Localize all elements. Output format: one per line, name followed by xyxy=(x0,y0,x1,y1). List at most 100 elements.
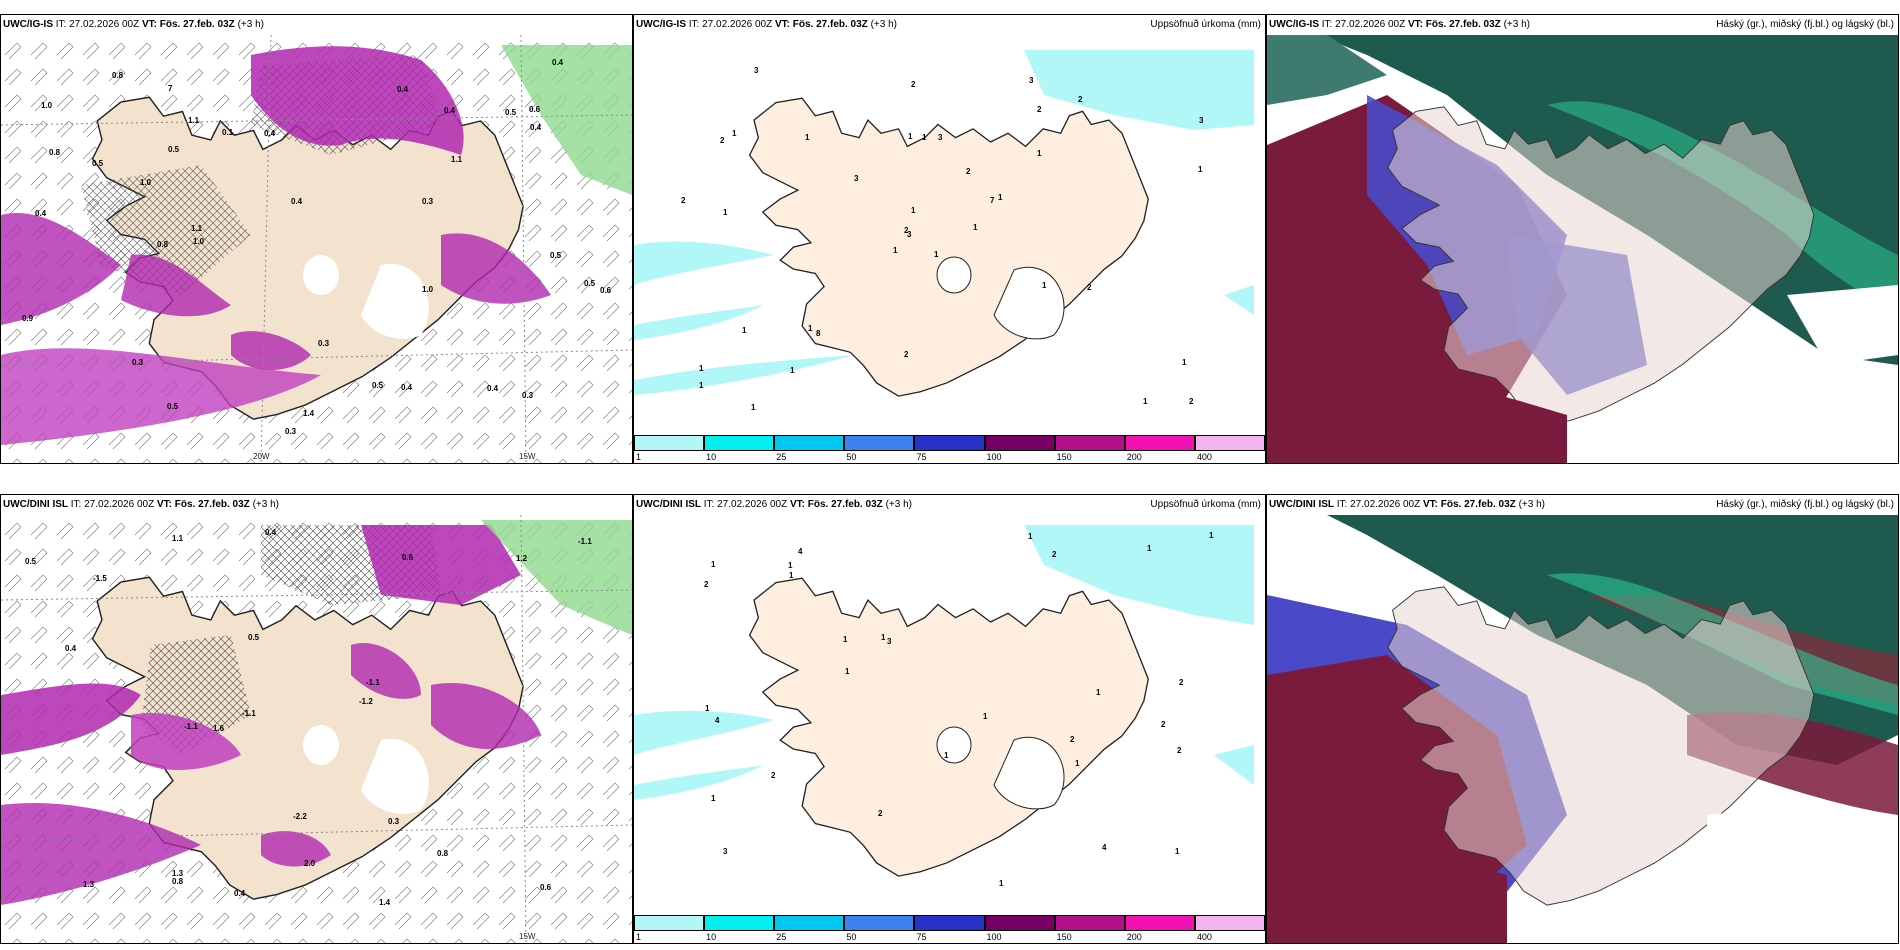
legend-label: 75 xyxy=(916,932,927,942)
panel-field-title: Háský (gr.), miðský (fj.bl.) og lágský (… xyxy=(1716,19,1894,30)
value-label: 1.4 xyxy=(379,898,391,907)
value-label: 7 xyxy=(990,196,995,205)
value-label: 0.4 xyxy=(487,384,499,393)
value-label: 1 xyxy=(983,712,988,721)
value-label: 0.5 xyxy=(584,279,596,288)
value-label: 1 xyxy=(732,129,737,138)
value-label: 0.4 xyxy=(35,209,47,218)
panel-clouds-igis: UWC/IG-IS IT: 27.02.2026 00Z VT: Fös. 27… xyxy=(1266,14,1899,464)
value-label: 0.6 xyxy=(402,553,414,562)
value-label: 2 xyxy=(1037,105,1042,114)
value-label: 7 xyxy=(168,84,173,93)
value-label: 0.4 xyxy=(265,528,277,537)
value-label: 1 xyxy=(1147,544,1152,553)
value-label: 1 xyxy=(1209,531,1214,540)
value-label: 0.6 xyxy=(529,105,541,114)
value-label: 0.4 xyxy=(264,129,276,138)
value-label: 2 xyxy=(681,196,686,205)
value-label: 0.5 xyxy=(248,633,260,642)
value-label: 1.2 xyxy=(516,554,528,563)
value-label: 3 xyxy=(907,230,912,239)
value-label: -1.1 xyxy=(242,709,256,718)
value-label: 0.5 xyxy=(92,159,104,168)
panel-precip-igis: UWC/IG-IS IT: 27.02.2026 00Z VT: Fös. 27… xyxy=(633,14,1266,464)
legend-label: 200 xyxy=(1126,452,1142,462)
value-label: -1.1 xyxy=(184,722,198,731)
lon-label-15w: 15W xyxy=(519,452,536,461)
value-label: 2 xyxy=(878,809,883,818)
value-label: 1 xyxy=(1028,532,1033,541)
legend-label: 200 xyxy=(1126,932,1142,942)
panel-title: UWC/DINI ISL IT: 27.02.2026 00Z VT: Fös.… xyxy=(1269,499,1545,510)
legend-label: 100 xyxy=(986,932,1002,942)
value-label: 0.3 xyxy=(422,197,434,206)
value-label: 1 xyxy=(973,223,978,232)
panel-field-title: Uppsöfnuð úrkoma (mm) xyxy=(1150,19,1261,30)
snow-map[interactable]: 15W 0.41.41.30.81.1-1.5-1.10.60.40.51.22… xyxy=(1,515,632,943)
value-label: 1 xyxy=(1042,281,1047,290)
value-label: 1 xyxy=(742,326,747,335)
value-label: 0.4 xyxy=(552,58,564,67)
value-label: 0.4 xyxy=(401,383,413,392)
legend-label: 100 xyxy=(986,452,1002,462)
value-label: 1 xyxy=(699,364,704,373)
value-label: 3 xyxy=(723,847,728,856)
value-label: 2 xyxy=(1052,550,1057,559)
value-label: 1 xyxy=(705,704,710,713)
legend-swatch xyxy=(1194,435,1265,451)
value-label: 1 xyxy=(881,633,886,642)
value-label: 1 xyxy=(1075,759,1080,768)
value-label: 0.3 xyxy=(285,427,297,436)
value-label: 1 xyxy=(998,193,1003,202)
legend-swatch xyxy=(634,435,705,451)
value-label: 2 xyxy=(1078,95,1083,104)
value-label: 1.0 xyxy=(140,178,152,187)
value-label: 1 xyxy=(843,635,848,644)
value-label: 2 xyxy=(1087,283,1092,292)
legend-label: 1 xyxy=(636,452,642,462)
cloud-map[interactable] xyxy=(1267,515,1898,943)
legend-swatch xyxy=(704,435,775,451)
value-label: 1 xyxy=(934,250,939,259)
value-label: 0.6 xyxy=(540,883,552,892)
legend-label: 25 xyxy=(776,932,787,942)
value-label: 3 xyxy=(1029,76,1034,85)
snow-map[interactable]: 20W 15W 0.8 0.50.31.40.50.31.01.00.60.60.… xyxy=(1,35,632,463)
value-label: 2 xyxy=(1189,397,1194,406)
legend-label: 150 xyxy=(1056,452,1072,462)
value-label: 2 xyxy=(771,771,776,780)
value-label: 3 xyxy=(754,66,759,75)
snow-value-labels: 0.8 0.5 0.3 1.4 0.5 0.3 1.0 1.0 0.6 0.6 0.5 1.1 1.1 0… xyxy=(22,58,612,436)
legend-swatch xyxy=(1054,915,1125,931)
legend-swatch xyxy=(984,915,1055,931)
legend-label: 50 xyxy=(846,932,857,942)
legend-label: 75 xyxy=(916,452,927,462)
value-label: 0.8 xyxy=(112,71,124,80)
value-label: 0.4 xyxy=(65,644,77,653)
value-label: 1 xyxy=(908,132,913,141)
value-label: 0.4 xyxy=(397,85,409,94)
value-label: 3 xyxy=(938,133,943,142)
panel-title: UWC/DINI ISL IT: 27.02.2026 00Z VT: Fös.… xyxy=(3,499,279,510)
legend-label: 10 xyxy=(706,452,717,462)
legend-swatch xyxy=(1194,915,1265,931)
value-label: 1 xyxy=(711,560,716,569)
value-label: 0.8 xyxy=(172,877,184,886)
panel-field-title: Uppsöfnuð úrkoma (mm) xyxy=(1150,499,1261,510)
value-label: 0.5 xyxy=(168,145,180,154)
value-label: 0.6 xyxy=(600,286,612,295)
value-label: 2 xyxy=(904,226,909,235)
value-label: 1.1 xyxy=(191,224,203,233)
panel-title: UWC/IG-IS IT: 27.02.2026 00Z VT: Fös. 27… xyxy=(636,19,897,30)
value-label: 1.1 xyxy=(451,155,463,164)
value-label: 1 xyxy=(751,403,756,412)
panel-title: UWC/IG-IS IT: 27.02.2026 00Z VT: Fös. 27… xyxy=(3,19,264,30)
cloud-map[interactable] xyxy=(1267,35,1898,463)
legend-label: 50 xyxy=(846,452,857,462)
value-label: 2 xyxy=(911,80,916,89)
value-label: 2 xyxy=(704,580,709,589)
value-label: 1 xyxy=(922,133,927,142)
value-label: 4 xyxy=(1102,843,1107,852)
